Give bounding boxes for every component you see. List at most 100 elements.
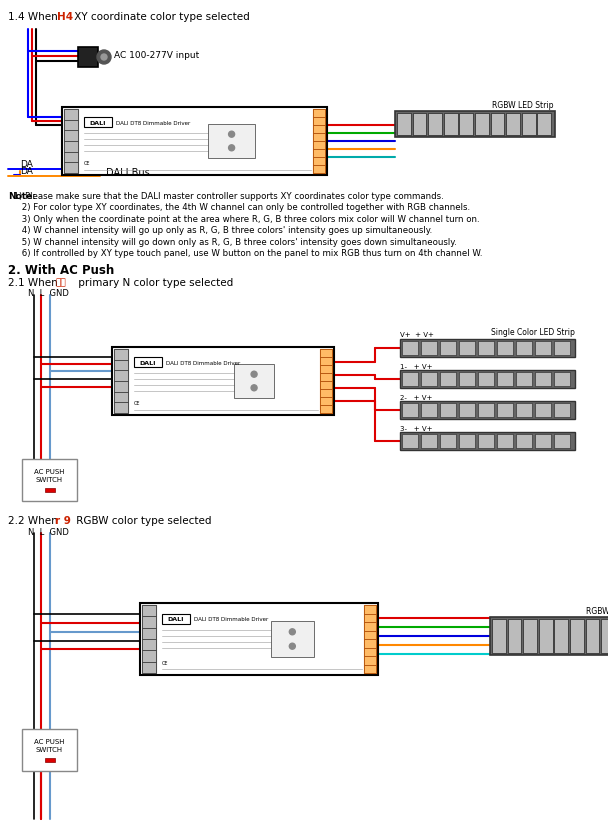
- Text: 2. With AC Push: 2. With AC Push: [8, 264, 114, 277]
- Text: CE: CE: [134, 401, 140, 406]
- Circle shape: [97, 51, 111, 65]
- Bar: [142, 662, 156, 673]
- Circle shape: [289, 629, 295, 635]
- Bar: [320, 357, 332, 366]
- Circle shape: [229, 132, 235, 138]
- Text: DA: DA: [20, 167, 33, 176]
- Bar: [64, 110, 78, 121]
- Bar: [421, 342, 437, 356]
- Bar: [142, 605, 156, 617]
- Bar: [554, 342, 570, 356]
- Bar: [459, 434, 475, 448]
- Bar: [364, 656, 376, 665]
- Bar: [140, 603, 378, 675]
- Bar: [397, 114, 411, 136]
- Bar: [402, 342, 418, 356]
- Text: DALI: DALI: [168, 617, 184, 622]
- Text: CE: CE: [162, 660, 168, 665]
- Bar: [313, 165, 325, 174]
- Bar: [64, 163, 78, 174]
- Bar: [313, 110, 325, 174]
- Text: 2.1 When: 2.1 When: [8, 278, 61, 288]
- Bar: [395, 112, 555, 138]
- Bar: [364, 639, 376, 648]
- Bar: [440, 434, 456, 448]
- Circle shape: [251, 385, 257, 391]
- Bar: [313, 158, 325, 165]
- Bar: [134, 358, 162, 368]
- Text: 5) W channel intensity will go down only as R, G, B three colors' intensity goes: 5) W channel intensity will go down only…: [8, 237, 457, 246]
- Bar: [64, 121, 78, 131]
- Bar: [535, 434, 551, 448]
- Bar: [78, 48, 98, 68]
- Bar: [460, 114, 473, 136]
- Bar: [114, 350, 128, 361]
- Bar: [478, 434, 494, 448]
- Bar: [554, 619, 568, 653]
- Bar: [364, 665, 376, 673]
- Bar: [400, 402, 575, 419]
- Bar: [320, 366, 332, 374]
- Bar: [320, 390, 332, 398]
- Bar: [535, 372, 551, 386]
- Text: V+  + V+: V+ + V+: [400, 332, 434, 337]
- Bar: [114, 403, 128, 414]
- Bar: [208, 125, 255, 159]
- Bar: [400, 433, 575, 451]
- Text: AC PUSH
SWITCH: AC PUSH SWITCH: [34, 738, 64, 752]
- Text: 1.4 When: 1.4 When: [8, 12, 61, 22]
- Bar: [320, 405, 332, 414]
- Bar: [421, 434, 437, 448]
- Text: 3) Only when the coordinate point at the area where R, G, B three colors mix col: 3) Only when the coordinate point at the…: [8, 215, 480, 224]
- Text: 1) Please make sure that the DALI master controller supports XY coordinates colo: 1) Please make sure that the DALI master…: [8, 192, 444, 201]
- Text: 2) For color type XY coordinates, the 4th W channel can only be controlled toget: 2) For color type XY coordinates, the 4t…: [8, 203, 470, 213]
- Text: r 9: r 9: [55, 515, 71, 525]
- Bar: [64, 110, 78, 174]
- Bar: [478, 404, 494, 418]
- Text: AC PUSH
SWITCH: AC PUSH SWITCH: [34, 468, 64, 482]
- Bar: [478, 372, 494, 386]
- Bar: [114, 350, 128, 414]
- Bar: [313, 110, 325, 118]
- Bar: [364, 648, 376, 656]
- Bar: [497, 404, 513, 418]
- Bar: [142, 639, 156, 651]
- Bar: [364, 622, 376, 631]
- Bar: [554, 404, 570, 418]
- Bar: [364, 631, 376, 639]
- Bar: [570, 619, 584, 653]
- Bar: [516, 372, 532, 386]
- Bar: [320, 398, 332, 405]
- Bar: [162, 614, 190, 624]
- Bar: [320, 381, 332, 390]
- Bar: [421, 372, 437, 386]
- Circle shape: [289, 643, 295, 649]
- Bar: [142, 617, 156, 628]
- Bar: [508, 619, 521, 653]
- Bar: [523, 619, 537, 653]
- Bar: [22, 460, 77, 501]
- Bar: [114, 361, 128, 370]
- Text: H4: H4: [57, 12, 73, 22]
- Bar: [539, 619, 553, 653]
- Text: Single Color LED Strip: Single Color LED Strip: [491, 327, 575, 337]
- Bar: [537, 114, 551, 136]
- Bar: [440, 404, 456, 418]
- Text: primary N color type selected: primary N color type selected: [75, 278, 233, 288]
- Circle shape: [251, 372, 257, 378]
- Bar: [535, 404, 551, 418]
- Bar: [112, 347, 334, 415]
- Text: DALI Bus: DALI Bus: [106, 168, 150, 178]
- Text: AC 100-277V input: AC 100-277V input: [114, 51, 199, 60]
- Text: DALI: DALI: [90, 121, 106, 126]
- Bar: [491, 114, 504, 136]
- Text: RGBW LED Strip: RGBW LED Strip: [491, 101, 553, 110]
- Bar: [313, 134, 325, 141]
- Bar: [413, 114, 426, 136]
- Bar: [313, 141, 325, 150]
- Bar: [64, 131, 78, 141]
- Text: 1-   + V+: 1- + V+: [400, 364, 432, 370]
- Text: 4) W channel intensity will go up only as R, G, B three colors' intensity goes u: 4) W channel intensity will go up only a…: [8, 227, 432, 235]
- Bar: [44, 488, 55, 492]
- Bar: [522, 114, 536, 136]
